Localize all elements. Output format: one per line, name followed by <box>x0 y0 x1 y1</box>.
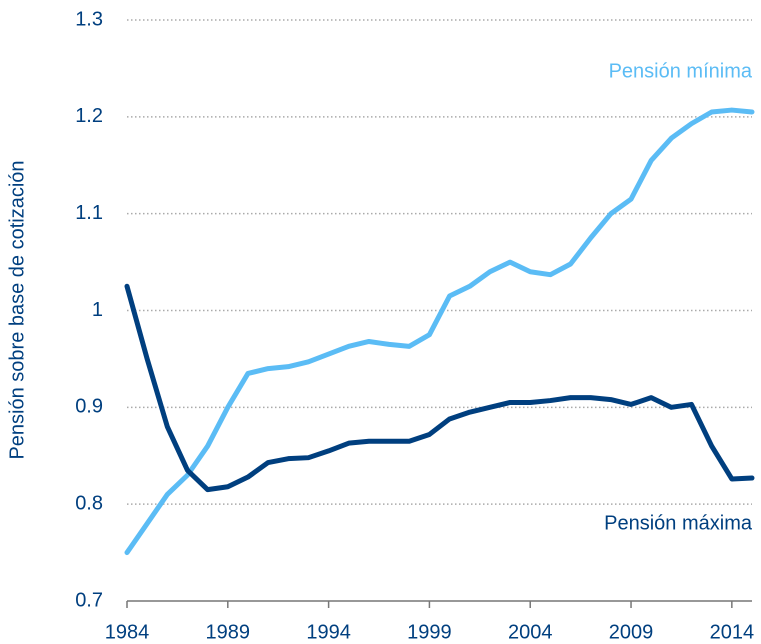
x-tick-label: 1994 <box>306 621 351 643</box>
y-tick-label: 1.1 <box>75 202 103 224</box>
y-tick-label: 0.9 <box>75 396 103 418</box>
line <box>124 283 755 493</box>
y-tick-label: 0.8 <box>75 492 103 514</box>
series-label: Pensión mínima <box>609 60 753 82</box>
y-tick-label: 1 <box>92 299 103 321</box>
y-axis-label: Pensión sobre base de cotización <box>6 160 28 459</box>
y-tick-label: 0.7 <box>75 589 103 611</box>
series-label: Pensión máxima <box>604 512 753 534</box>
x-tick-label: 1999 <box>407 621 452 643</box>
x-tick-label: 1989 <box>206 621 251 643</box>
y-tick-label: 1.2 <box>75 105 103 127</box>
x-tick-label: 2009 <box>609 621 654 643</box>
x-tick-label: 1984 <box>105 621 150 643</box>
x-tick-label: 2004 <box>508 621 553 643</box>
y-tick-label: 1.3 <box>75 8 103 30</box>
x-tick-label: 2014 <box>710 621 755 643</box>
line <box>124 107 755 556</box>
